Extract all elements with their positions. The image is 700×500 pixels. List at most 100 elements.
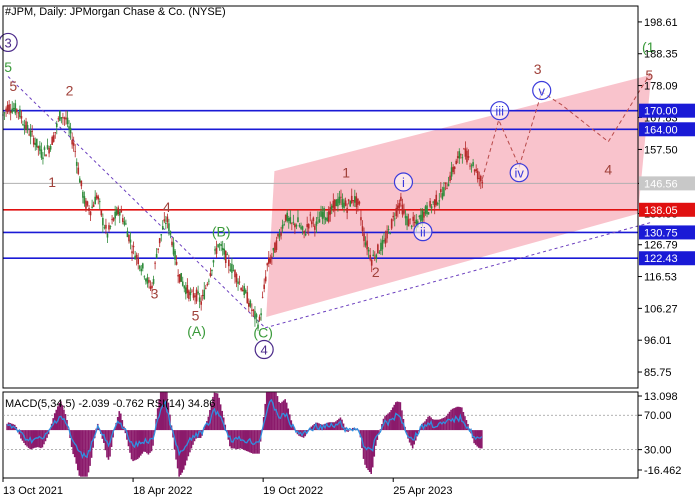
candle [155, 248, 158, 259]
candle [111, 214, 113, 225]
candle [148, 277, 150, 289]
candle [317, 211, 319, 224]
candle [255, 312, 258, 324]
candle [369, 247, 371, 262]
candle [463, 147, 465, 150]
candle [254, 306, 256, 327]
candle [372, 250, 375, 257]
candle [469, 162, 471, 170]
candle [226, 252, 229, 256]
candle [260, 308, 262, 321]
candle [266, 262, 269, 272]
x-tick-label: 13 Oct 2021 [3, 485, 63, 497]
svg-text:5: 5 [9, 78, 17, 94]
candle [423, 209, 425, 223]
svg-text:4: 4 [604, 162, 612, 178]
candle [91, 199, 93, 209]
candle [251, 303, 253, 317]
candle [171, 237, 173, 248]
candle [34, 137, 37, 151]
candle [183, 285, 186, 293]
y-tick-label: 157.50 [644, 144, 678, 156]
candle [17, 111, 20, 120]
candle [172, 237, 175, 257]
candle [149, 280, 152, 292]
candle [303, 230, 305, 239]
candle [410, 224, 413, 230]
candle [426, 202, 428, 218]
candle [258, 314, 261, 322]
candle [102, 213, 104, 233]
svg-text:iv: iv [514, 166, 524, 181]
candle [86, 200, 89, 207]
svg-text:5: 5 [645, 67, 653, 83]
x-tick-label: 25 Apr 2023 [393, 485, 452, 497]
candle [456, 151, 459, 164]
candle [12, 102, 15, 112]
svg-text:3: 3 [5, 35, 12, 50]
candle [298, 222, 301, 228]
candle [438, 193, 441, 209]
candle [238, 275, 241, 285]
candle [323, 206, 325, 225]
candle [344, 197, 347, 207]
candle [370, 258, 373, 273]
candle [338, 190, 341, 206]
candle [406, 213, 408, 231]
candle [403, 203, 405, 216]
candle [409, 218, 411, 225]
candle [424, 204, 427, 216]
candle [229, 263, 232, 272]
candle [74, 144, 77, 158]
candle [69, 122, 72, 140]
y-tick-label: 96.01 [644, 335, 672, 347]
candle [315, 217, 318, 233]
candle [75, 158, 78, 174]
candle [211, 269, 213, 276]
wave-label: 4 [254, 339, 274, 360]
candle [46, 138, 49, 150]
candle [264, 270, 267, 284]
candle [358, 200, 361, 206]
svg-text:i: i [402, 175, 405, 190]
candle [140, 264, 143, 276]
candle [192, 286, 195, 301]
candle [363, 227, 365, 248]
level-tag: 164.00 [639, 122, 695, 137]
candle [343, 198, 345, 213]
svg-text:138.05: 138.05 [644, 205, 678, 217]
candle [400, 193, 402, 207]
y-tick-label: 106.27 [644, 303, 678, 315]
candle [407, 213, 410, 227]
candle [433, 199, 436, 215]
svg-text:164.00: 164.00 [644, 124, 678, 136]
candle [341, 193, 344, 209]
candle [355, 192, 358, 215]
candle [209, 267, 212, 278]
candle [6, 101, 9, 115]
svg-text:170.00: 170.00 [644, 106, 678, 118]
candle [55, 120, 58, 135]
candle [131, 244, 133, 262]
candle [129, 232, 132, 250]
candle [71, 132, 73, 149]
candle [452, 164, 454, 175]
candle [206, 281, 209, 287]
svg-text:122.43: 122.43 [644, 253, 678, 265]
candle [185, 281, 187, 300]
candle [59, 110, 61, 122]
candle [241, 285, 244, 292]
candle [82, 190, 84, 204]
candle [122, 214, 124, 225]
candle [68, 120, 70, 136]
candle [117, 205, 120, 217]
candle [381, 235, 384, 256]
candle [45, 154, 47, 157]
candle [189, 287, 192, 302]
candle [278, 229, 281, 242]
candle [249, 299, 252, 309]
candle [218, 242, 221, 251]
candle [60, 117, 63, 124]
candle [224, 250, 227, 268]
y-tick-label: 126.79 [644, 240, 678, 252]
